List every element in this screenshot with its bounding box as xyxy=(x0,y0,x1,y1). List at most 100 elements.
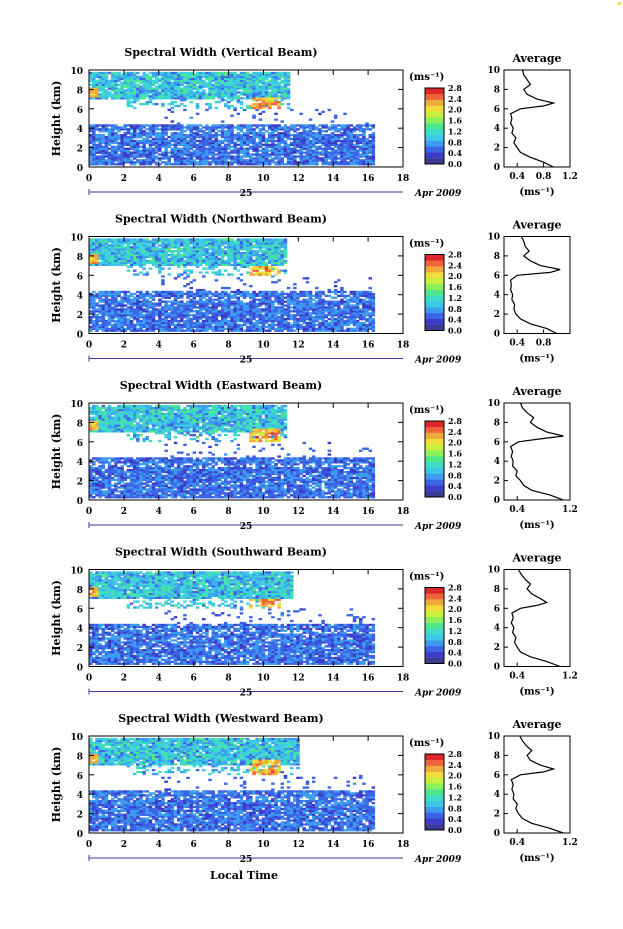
heatmap-cell xyxy=(230,89,234,92)
heatmap-cell xyxy=(123,290,127,294)
heatmap-cell xyxy=(129,298,134,301)
heatmap-cell xyxy=(170,147,175,150)
heatmap-cell xyxy=(95,244,99,247)
heatmap-cell xyxy=(333,161,338,164)
heatmap-cell xyxy=(183,161,187,164)
heatmap-cell xyxy=(349,145,354,148)
heatmap-cell xyxy=(95,314,99,317)
heatmap-cell xyxy=(308,143,313,146)
heatmap-cell xyxy=(230,132,234,135)
heatmap-cell xyxy=(136,132,140,135)
heatmap-cell xyxy=(211,252,215,255)
heatmap-cell xyxy=(170,294,175,297)
heatmap-cell xyxy=(148,329,153,332)
heatmap-cell xyxy=(170,259,175,263)
heatmap-cell xyxy=(355,124,360,127)
heatmap-cell xyxy=(145,254,149,257)
heatmap-cell xyxy=(164,257,168,261)
heatmap-cell xyxy=(202,147,206,150)
heatmap-cell xyxy=(246,97,250,100)
heatmap-cell xyxy=(183,108,187,112)
heatmap-cell xyxy=(271,292,275,296)
heatmap-cell xyxy=(154,292,159,296)
heatmap-cell xyxy=(261,137,266,141)
heatmap-cell xyxy=(264,263,269,266)
heatmap-cell xyxy=(299,314,303,317)
heatmap-cell xyxy=(311,308,316,311)
heatmap-cell xyxy=(92,85,96,88)
heatmap-cell xyxy=(189,314,193,317)
heatmap-cell xyxy=(233,302,237,305)
heatmap-cell xyxy=(246,242,250,245)
heatmap-cell xyxy=(161,126,165,129)
heatmap-cell xyxy=(195,112,200,115)
heatmap-cell xyxy=(136,254,140,257)
heatmap-cell xyxy=(192,238,197,241)
heatmap-cell xyxy=(261,87,266,90)
heatmap-cell xyxy=(220,296,225,299)
heatmap-cell xyxy=(249,314,253,317)
heatmap-cell xyxy=(293,147,297,150)
heatmap-cell xyxy=(161,261,165,264)
heatmap-cell xyxy=(89,75,93,79)
heatmap-cell xyxy=(286,323,291,327)
heatmap-cell xyxy=(333,151,338,154)
heatmap-cell xyxy=(164,325,168,328)
heatmap-cell xyxy=(129,136,134,139)
heatmap-cell xyxy=(233,143,237,146)
heatmap-cell xyxy=(230,238,234,241)
heatmap-cell xyxy=(283,134,288,137)
heatmap-cell xyxy=(224,159,228,162)
heatmap-cell xyxy=(242,91,247,94)
heatmap-cell xyxy=(214,302,219,305)
heatmap-cell xyxy=(242,71,247,75)
heatmap-cell xyxy=(154,308,159,311)
heatmap-cell xyxy=(126,136,131,139)
heatmap-cell xyxy=(230,83,234,86)
heatmap-cell xyxy=(180,308,184,311)
heatmap-cell xyxy=(286,298,291,301)
heatmap-cell xyxy=(242,261,247,264)
heatmap-cell xyxy=(202,294,206,297)
heatmap-cell xyxy=(95,71,99,75)
heatmap-cell xyxy=(233,81,237,84)
heatmap-cell xyxy=(136,314,140,317)
heatmap-cell xyxy=(252,114,256,117)
heatmap-cell xyxy=(114,259,118,263)
heatmap-cell xyxy=(340,126,344,129)
heatmap-cell xyxy=(133,246,137,249)
heatmap-cell xyxy=(230,104,234,108)
heatmap-cell xyxy=(274,81,278,84)
heatmap-cell xyxy=(126,290,131,294)
heatmap-cell xyxy=(111,73,115,77)
heatmap-cell xyxy=(148,314,153,317)
heatmap-cell xyxy=(202,137,206,141)
heatmap-cell xyxy=(173,71,178,75)
heatmap-cell xyxy=(183,248,187,251)
heatmap-cell xyxy=(290,329,294,332)
heatmap-cell xyxy=(308,321,313,325)
heatmap-cell xyxy=(233,97,237,100)
heatmap-cell xyxy=(230,257,234,261)
heatmap-cell xyxy=(305,310,310,313)
heatmap-cell xyxy=(264,321,269,325)
heatmap-cell xyxy=(101,161,106,164)
heatmap-cell xyxy=(129,89,134,92)
heatmap-cell xyxy=(239,101,244,104)
heatmap-cell xyxy=(258,143,263,146)
heatmap-cell xyxy=(126,101,131,104)
heatmap-cell xyxy=(111,252,115,255)
heatmap-cell xyxy=(271,157,275,160)
heatmap-cell xyxy=(136,308,140,311)
heatmap-cell xyxy=(114,153,118,156)
heatmap-cell xyxy=(151,137,156,141)
heatmap-cell xyxy=(205,134,209,137)
heatmap-cell xyxy=(176,290,181,294)
heatmap-cell xyxy=(242,246,247,249)
heatmap-cell xyxy=(120,137,124,141)
heatmap-cell xyxy=(208,254,212,257)
heatmap-cell xyxy=(202,136,206,139)
heatmap-cell xyxy=(283,128,288,131)
heatmap-cell xyxy=(236,159,241,162)
heatmap-cell xyxy=(180,97,184,100)
